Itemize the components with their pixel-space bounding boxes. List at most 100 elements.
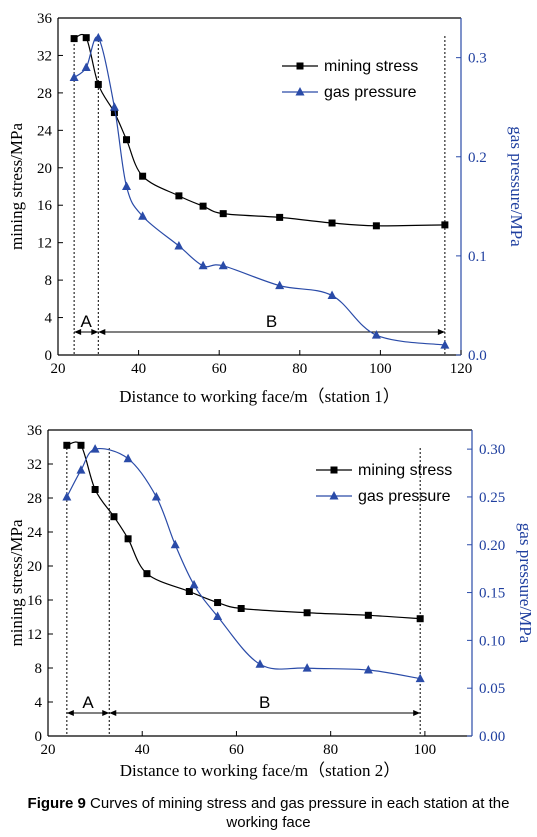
x-tick-label: 80 bbox=[323, 742, 338, 758]
data-point-square bbox=[124, 535, 132, 543]
data-point-triangle bbox=[189, 579, 199, 589]
y-tick-label: 8 bbox=[35, 661, 43, 677]
data-point-triangle bbox=[198, 260, 208, 270]
data-point-square bbox=[214, 599, 222, 607]
data-point-square bbox=[143, 570, 151, 578]
data-point-square bbox=[91, 486, 99, 493]
region-arrow-head-left bbox=[98, 329, 106, 335]
y-tick-label: 4 bbox=[35, 695, 43, 711]
data-point-square bbox=[199, 202, 207, 210]
data-point-triangle bbox=[371, 330, 381, 339]
data-point-square bbox=[276, 213, 284, 221]
data-point-triangle bbox=[76, 465, 86, 474]
figure-caption: Figure 9 Curves of mining stress and gas… bbox=[0, 794, 537, 832]
x-axis-label: Distance to working face/m（station 2） bbox=[120, 761, 400, 780]
y-tick-label: 20 bbox=[37, 161, 52, 177]
region-arrow-head-right bbox=[413, 710, 421, 716]
region-label: A bbox=[82, 693, 94, 712]
y-tick-label: 24 bbox=[27, 525, 43, 541]
y-tick-label: 12 bbox=[37, 236, 52, 252]
region-arrow-head-right bbox=[437, 329, 445, 335]
data-point-triangle bbox=[81, 62, 91, 72]
data-point-triangle bbox=[174, 240, 184, 250]
figure-caption-text: Curves of mining stress and gas pressure… bbox=[85, 795, 510, 831]
region-label: A bbox=[81, 312, 93, 331]
region-arrow-head-left bbox=[109, 710, 117, 716]
data-point-square bbox=[77, 441, 85, 449]
data-point-triangle bbox=[151, 491, 161, 501]
data-point-triangle bbox=[170, 539, 180, 549]
data-point-triangle bbox=[122, 181, 132, 190]
data-point-triangle bbox=[275, 280, 285, 290]
x-tick-label: 40 bbox=[135, 742, 150, 758]
data-point-square bbox=[441, 221, 449, 229]
y-tick-label: 8 bbox=[45, 273, 53, 289]
data-point-square bbox=[94, 80, 102, 88]
data-point-triangle bbox=[363, 665, 373, 674]
legend-marker-triangle bbox=[295, 87, 305, 96]
data-point-square bbox=[364, 611, 372, 619]
legend-label: mining stress bbox=[358, 462, 452, 479]
x-tick-label: 40 bbox=[131, 361, 146, 377]
y-tick-label: 12 bbox=[27, 627, 42, 643]
x-tick-label: 120 bbox=[450, 361, 473, 377]
y-tick-label: 32 bbox=[27, 457, 42, 473]
data-point-square bbox=[237, 605, 245, 612]
y-axis-label: mining stress/MPa bbox=[7, 519, 26, 646]
data-point-square bbox=[175, 192, 183, 200]
legend-marker-square bbox=[330, 466, 338, 474]
legend-label: gas pressure bbox=[358, 488, 451, 505]
region-label: B bbox=[259, 693, 270, 712]
data-point-square bbox=[416, 615, 424, 623]
data-point-triangle bbox=[138, 211, 148, 220]
region-label: B bbox=[266, 312, 277, 331]
y2-tick-label: 0.05 bbox=[479, 681, 505, 697]
data-point-square bbox=[82, 34, 90, 42]
y-tick-label: 36 bbox=[27, 423, 43, 439]
data-point-triangle bbox=[440, 340, 450, 349]
data-point-triangle bbox=[327, 290, 337, 300]
data-point-triangle bbox=[255, 659, 265, 668]
legend-marker-square bbox=[296, 62, 304, 70]
y-tick-label: 24 bbox=[37, 123, 53, 139]
data-point-square bbox=[328, 219, 336, 227]
region-arrow-head-left bbox=[74, 329, 82, 335]
y2-tick-label: 0.3 bbox=[468, 51, 487, 67]
y2-tick-label: 0.30 bbox=[479, 442, 505, 458]
y2-tick-label: 0.2 bbox=[468, 150, 487, 166]
data-point-triangle bbox=[218, 260, 228, 270]
figure-caption-prefix: Figure 9 bbox=[27, 795, 86, 812]
region-arrow-head-right bbox=[91, 329, 99, 335]
y-tick-label: 0 bbox=[35, 729, 43, 745]
y-tick-label: 28 bbox=[37, 86, 52, 102]
x-tick-label: 60 bbox=[212, 361, 227, 377]
x-tick-label: 80 bbox=[292, 361, 307, 377]
y2-tick-label: 0.25 bbox=[479, 490, 505, 506]
y-tick-label: 0 bbox=[45, 348, 53, 364]
data-point-square bbox=[372, 222, 380, 230]
data-point-triangle bbox=[93, 32, 103, 42]
x-tick-label: 100 bbox=[369, 361, 392, 377]
data-point-square bbox=[303, 609, 311, 617]
data-point-triangle bbox=[69, 72, 79, 81]
data-point-triangle bbox=[213, 611, 223, 620]
data-point-triangle bbox=[109, 102, 119, 111]
y-tick-label: 4 bbox=[45, 311, 53, 327]
y2-tick-label: 0.15 bbox=[479, 586, 505, 602]
chart-station-1: 20 40 60 80 100 120 0 4 8 12 16 20 24 28 32 36 0.0 0.1 0.2… bbox=[7, 11, 526, 406]
x-tick-label: 20 bbox=[41, 742, 56, 758]
y-tick-label: 28 bbox=[27, 491, 42, 507]
chart-station-2: 20 40 60 80 100 0 4 8 12 16 20 24 28 32 36 0.00 0.05 0.10… bbox=[7, 423, 535, 780]
data-point-square bbox=[123, 136, 131, 144]
y-tick-label: 32 bbox=[37, 48, 52, 64]
region-arrow-head-left bbox=[66, 710, 74, 716]
y2-tick-label: 0.20 bbox=[479, 538, 505, 554]
data-point-square bbox=[63, 441, 71, 449]
data-point-triangle bbox=[302, 663, 312, 672]
legend-label: gas pressure bbox=[324, 84, 417, 101]
data-point-square bbox=[219, 210, 227, 218]
x-tick-label: 60 bbox=[229, 742, 244, 758]
data-point-triangle bbox=[62, 491, 72, 501]
data-point-triangle bbox=[415, 673, 425, 683]
y-tick-label: 16 bbox=[37, 198, 53, 214]
